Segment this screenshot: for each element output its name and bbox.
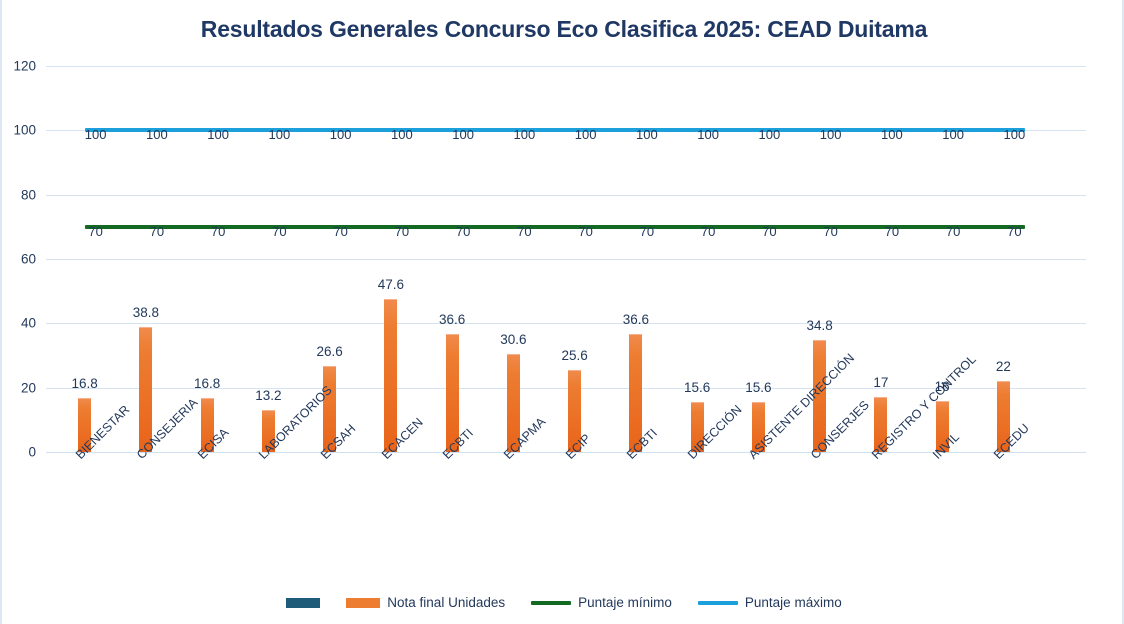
legend-item[interactable] xyxy=(286,597,321,608)
max-threshold-label: 100 xyxy=(146,127,168,143)
max-threshold-label: 100 xyxy=(391,127,413,143)
max-threshold-label: 100 xyxy=(84,127,107,143)
y-axis-tick-label: 20 xyxy=(20,380,36,396)
gridline xyxy=(46,323,1086,325)
min-threshold-label: 70 xyxy=(517,223,532,239)
min-threshold-label: 70 xyxy=(149,223,165,239)
y-axis-tick-label: 120 xyxy=(13,58,36,74)
legend-item[interactable]: Nota final Unidades xyxy=(346,595,505,610)
bar-value-label: 36.6 xyxy=(622,312,650,328)
legend-swatch-icon xyxy=(531,600,572,605)
legend-label: Puntaje mínimo xyxy=(578,595,672,610)
bar[interactable] xyxy=(629,334,643,452)
min-threshold-label: 70 xyxy=(394,223,410,239)
legend-label: Nota final Unidades xyxy=(387,595,506,610)
legend-label: Puntaje máximo xyxy=(744,595,842,610)
chart-legend: Nota final Unidades Puntaje mínimo Puntaje… xyxy=(2,595,1124,610)
bar[interactable] xyxy=(384,298,398,452)
bar-value-label: 26.6 xyxy=(316,344,343,360)
bar-value-label: 38.8 xyxy=(132,305,160,321)
max-threshold-label: 100 xyxy=(1003,127,1026,143)
min-threshold-label: 70 xyxy=(333,223,348,239)
max-threshold-label: 100 xyxy=(697,127,719,143)
bar-value-label: 30.6 xyxy=(500,331,527,347)
min-threshold-label: 70 xyxy=(639,223,655,239)
max-threshold-label: 100 xyxy=(207,127,229,143)
bar-value-label: 25.6 xyxy=(561,347,588,363)
bar[interactable] xyxy=(200,397,214,452)
y-axis-tick-label: 40 xyxy=(20,315,36,331)
max-threshold-label: 100 xyxy=(452,127,474,143)
bar[interactable] xyxy=(445,334,459,452)
legend-swatch-icon xyxy=(286,597,321,608)
chart-title: Resultados Generales Concurso Eco Clasif… xyxy=(200,16,928,42)
bar[interactable] xyxy=(751,401,765,452)
min-threshold-label: 70 xyxy=(884,223,900,239)
legend-swatch-icon xyxy=(697,600,738,605)
plot-area: 0 20 40 60 80 100 120 16.8 38.8 16.8 13.2 26.6 47.6… xyxy=(13,59,1086,460)
gridline xyxy=(46,452,1086,453)
y-axis-tick-label: 100 xyxy=(13,122,36,138)
y-axis-tick-label: 0 xyxy=(28,444,36,460)
bar[interactable] xyxy=(261,409,275,452)
bar-value-label: 22 xyxy=(995,359,1011,375)
max-threshold-label: 100 xyxy=(513,127,536,143)
x-axis-labels: BIENESTAR CONSEJERIA ECISA LABORATORIOS ECSA… xyxy=(46,351,1086,572)
min-threshold-label: 70 xyxy=(88,223,103,239)
y-axis-tick-label: 60 xyxy=(20,251,36,267)
bar-value-label: 13.2 xyxy=(255,387,282,403)
max-threshold-line[interactable] xyxy=(84,128,1026,133)
gridline xyxy=(46,66,1086,67)
bar-value-label: 17 xyxy=(873,375,889,391)
min-threshold-label: 70 xyxy=(578,223,593,239)
min-threshold-label: 70 xyxy=(945,223,961,239)
gridline xyxy=(46,387,1086,389)
bar[interactable] xyxy=(323,366,337,452)
bar-value-label: 16.8 xyxy=(193,375,221,391)
bar[interactable] xyxy=(996,381,1010,452)
bar[interactable] xyxy=(78,397,92,452)
bar-value-label: 15.6 xyxy=(683,379,711,395)
max-threshold-label: 100 xyxy=(636,127,658,143)
bar-value-label: 34.8 xyxy=(806,318,833,334)
min-threshold-label: 70 xyxy=(1007,223,1022,239)
min-threshold-label: 70 xyxy=(762,223,777,239)
min-threshold-label: 70 xyxy=(210,223,226,239)
legend-item[interactable]: Puntaje máximo xyxy=(697,595,842,610)
max-threshold-label: 100 xyxy=(942,127,964,143)
min-threshold-label: 70 xyxy=(700,223,716,239)
max-threshold-label: 100 xyxy=(329,127,352,143)
max-threshold-label: 100 xyxy=(819,127,842,143)
min-threshold-line[interactable] xyxy=(84,224,1026,229)
max-threshold-label: 100 xyxy=(268,127,291,143)
y-axis-tick-label: 80 xyxy=(20,187,36,203)
bar[interactable] xyxy=(139,327,153,452)
bar-value-label: 47.6 xyxy=(377,276,405,292)
bar-value-label: 36.6 xyxy=(438,312,466,328)
bar-value-label: 16 xyxy=(934,378,950,394)
bar[interactable] xyxy=(506,353,520,452)
max-threshold-label: 100 xyxy=(758,127,781,143)
gridline xyxy=(46,194,1086,196)
bar[interactable] xyxy=(690,401,704,452)
min-threshold-label: 70 xyxy=(272,223,287,239)
gridline xyxy=(46,259,1086,260)
min-threshold-label: 70 xyxy=(823,223,838,239)
bar[interactable] xyxy=(874,397,888,452)
bar-value-label: 15.6 xyxy=(745,379,772,395)
bar[interactable] xyxy=(813,340,827,452)
legend-item[interactable]: Puntaje mínimo xyxy=(531,595,672,610)
bar[interactable] xyxy=(568,369,582,452)
max-threshold-label: 100 xyxy=(881,127,903,143)
max-threshold-label: 100 xyxy=(574,127,597,143)
legend-swatch-icon xyxy=(346,597,381,608)
min-threshold-label: 70 xyxy=(455,223,471,239)
bar-value-label: 16.8 xyxy=(71,375,98,391)
bar[interactable] xyxy=(935,400,949,452)
